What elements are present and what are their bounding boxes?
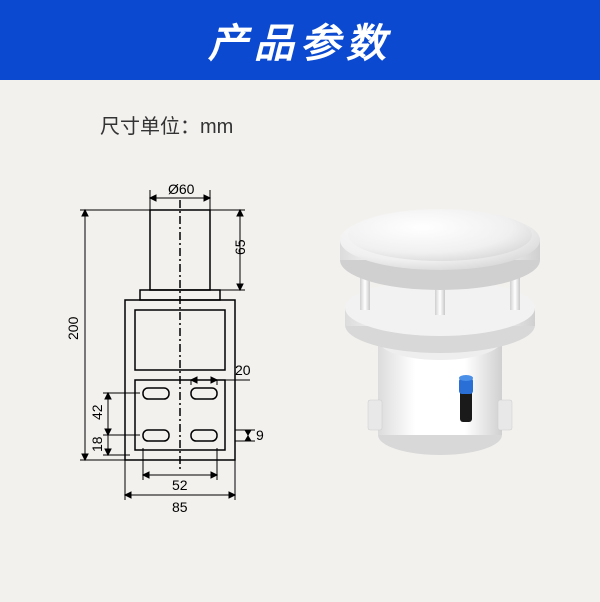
header-banner: 产品参数 [0, 0, 600, 80]
dim-sp18: 18 [89, 436, 105, 452]
dim-sp42: 42 [89, 404, 105, 420]
connector-icon [459, 375, 473, 422]
dim-body-w: 85 [172, 499, 188, 515]
dim-slot-h: 9 [256, 427, 264, 443]
page-title: 产品参数 [208, 11, 392, 69]
technical-diagram: Ø60 65 200 85 52 20 9 42 18 [40, 180, 300, 560]
dim-top-h: 65 [232, 239, 248, 255]
dim-total-h: 200 [65, 316, 81, 340]
dim-diameter: Ø60 [168, 181, 195, 197]
dim-bracket-w: 52 [172, 477, 188, 493]
unit-label: 尺寸单位：mm [100, 110, 233, 139]
product-3d-render [310, 160, 570, 490]
dim-slot-w: 20 [235, 362, 251, 378]
